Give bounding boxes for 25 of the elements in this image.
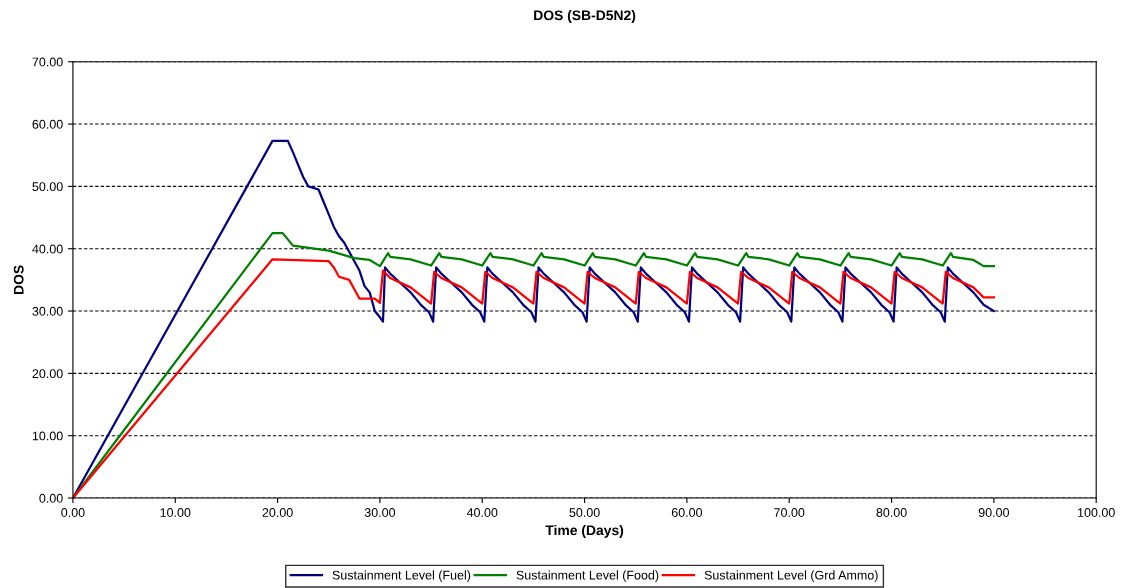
y-tick-label: 10.00 — [32, 431, 63, 441]
chart-title: DOS (SB-D5N2) — [534, 10, 636, 23]
y-tick-label: 60.00 — [32, 119, 63, 129]
x-tick-label: 90.00 — [978, 508, 1010, 517]
x-tick-label: 40.00 — [466, 508, 498, 517]
x-tick-label: 20.00 — [262, 508, 293, 517]
y-tick-label: 40.00 — [32, 244, 63, 254]
x-axis-title: Time (Days) — [545, 524, 624, 538]
x-tick-label: 70.00 — [774, 508, 805, 517]
x-tick-label: 30.00 — [364, 508, 396, 517]
x-tick-label: 10.00 — [160, 508, 191, 517]
legend-label: Sustainment Level (Food) — [516, 570, 659, 583]
y-tick-label: 20.00 — [32, 369, 63, 379]
x-tick-label: 0.00 — [61, 508, 85, 517]
x-tick-label: 80.00 — [876, 508, 907, 517]
y-tick-label: 50.00 — [32, 182, 63, 192]
x-tick-label: 100.00 — [1078, 508, 1115, 517]
y-tick-label: 30.00 — [32, 306, 63, 316]
legend-label: Sustainment Level (Fuel) — [332, 570, 471, 583]
legend-label: Sustainment Level (Grd Ammo) — [704, 570, 878, 583]
x-tick-label: 50.00 — [569, 508, 600, 517]
y-tick-label: 0.00 — [39, 493, 63, 503]
y-tick-label: 70.00 — [32, 57, 63, 67]
x-tick-label: 60.00 — [671, 508, 703, 517]
y-axis-title: DOS — [13, 265, 24, 295]
